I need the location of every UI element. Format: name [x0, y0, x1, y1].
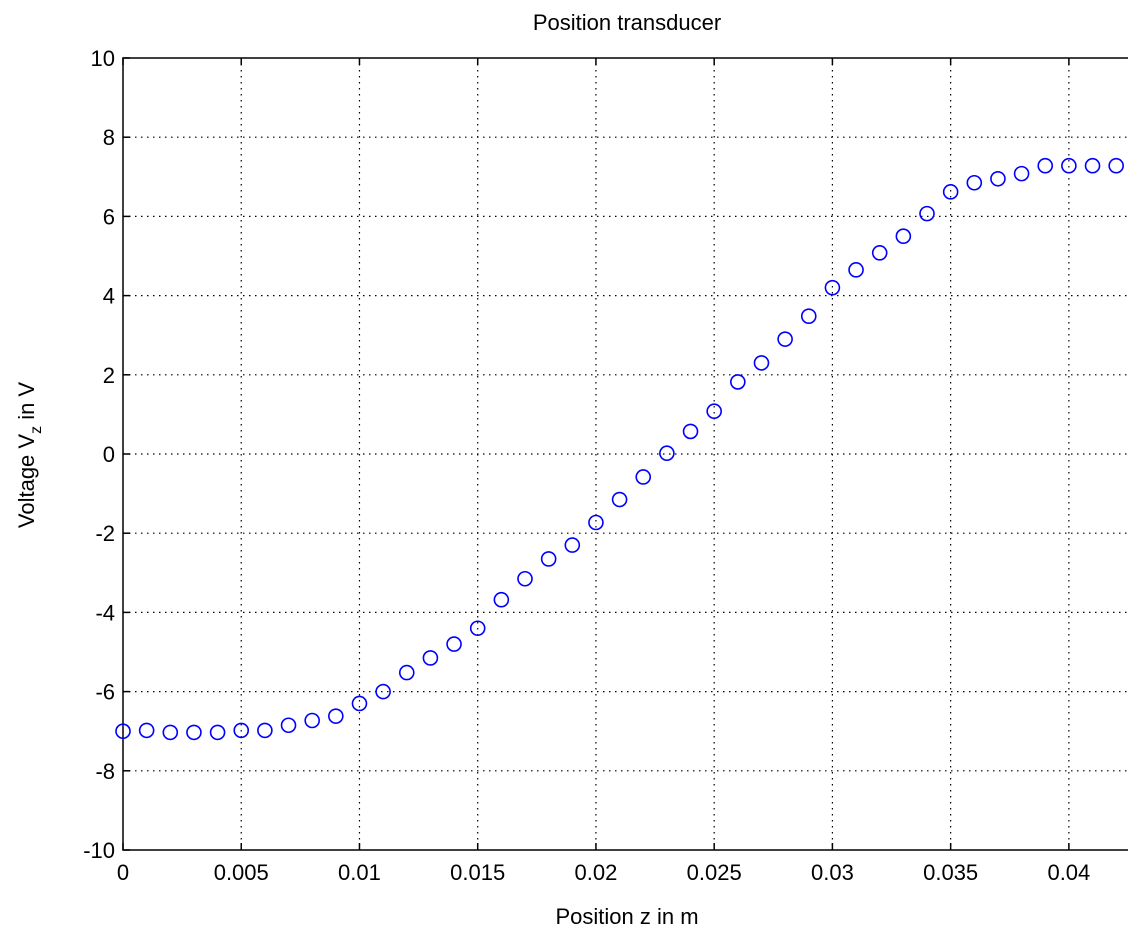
y-tick-labels: -10 -8 -6 -4 -2 0 2 4 6 8 10 [83, 46, 115, 863]
data-point [871, 245, 888, 261]
data-points [115, 157, 1124, 741]
grid-lines [123, 58, 1128, 850]
x-tick-label: 0.02 [575, 860, 618, 885]
data-point [422, 650, 439, 666]
data-point [398, 664, 415, 681]
x-tick-label: 0.035 [923, 860, 978, 885]
y-tick-label: -6 [95, 680, 115, 705]
data-point [540, 551, 557, 567]
data-point [1108, 157, 1124, 174]
data-point [1061, 157, 1077, 174]
data-point [753, 355, 770, 371]
data-point [351, 695, 368, 712]
x-tick-labels: 0 0.005 0.01 0.015 0.02 0.025 0.03 0.035 0.04 [117, 860, 1090, 885]
data-point [777, 331, 793, 347]
data-point [328, 708, 344, 724]
x-tick-label: 0.03 [811, 860, 854, 885]
x-tick-label: 0 [117, 860, 129, 885]
y-tick-label: 6 [103, 204, 115, 229]
x-tick-label: 0.01 [338, 860, 381, 885]
x-axis-label: Position z in m [555, 904, 698, 929]
data-point [257, 722, 273, 739]
data-point [966, 174, 983, 191]
x-tick-label: 0.005 [214, 860, 269, 885]
data-point [919, 205, 935, 222]
axis-ticks [122, 57, 1070, 851]
data-point [138, 722, 155, 739]
y-tick-label: -4 [95, 600, 115, 625]
data-point [682, 423, 699, 440]
data-point [564, 537, 581, 553]
data-point [635, 469, 652, 485]
data-point [611, 491, 628, 508]
y-tick-label: 2 [103, 363, 115, 388]
y-tick-label: -2 [95, 521, 115, 546]
y-tick-label: -8 [95, 759, 115, 784]
data-point [233, 722, 250, 739]
x-tick-label: 0.025 [687, 860, 742, 885]
data-point [446, 636, 462, 652]
data-point [1084, 157, 1101, 174]
y-axis-label-suffix: in V [14, 382, 39, 426]
data-point [706, 403, 722, 420]
data-point [659, 445, 675, 462]
data-point [209, 724, 226, 741]
data-point [730, 374, 746, 390]
data-point [115, 723, 131, 740]
chart-title: Position transducer [533, 10, 721, 35]
y-tick-label: 0 [103, 442, 115, 467]
data-point [1013, 165, 1030, 182]
data-point [469, 620, 486, 637]
x-tick-label: 0.04 [1047, 860, 1090, 885]
data-point [280, 717, 297, 734]
x-tick-label: 0.015 [450, 860, 505, 885]
data-point [800, 308, 817, 324]
data-point [942, 184, 959, 200]
y-axis-label: Voltage Vz in V [14, 382, 45, 529]
data-point [990, 170, 1006, 187]
data-point [848, 262, 864, 278]
data-point [375, 683, 391, 700]
y-tick-label: 4 [103, 284, 115, 309]
data-point [186, 724, 202, 741]
data-point [824, 279, 841, 296]
data-point [517, 570, 533, 587]
y-axis-label-main: Voltage V [14, 434, 39, 529]
data-point [895, 228, 912, 244]
data-point [588, 514, 604, 531]
data-point [162, 724, 179, 741]
data-point [304, 712, 320, 729]
data-point [493, 591, 510, 608]
axis-frame [122, 57, 1128, 851]
data-point [1037, 157, 1054, 174]
y-tick-label: -10 [83, 838, 115, 863]
y-tick-label: 10 [91, 46, 115, 71]
y-tick-label: 8 [103, 125, 115, 150]
y-axis-label-subscript: z [28, 426, 45, 434]
